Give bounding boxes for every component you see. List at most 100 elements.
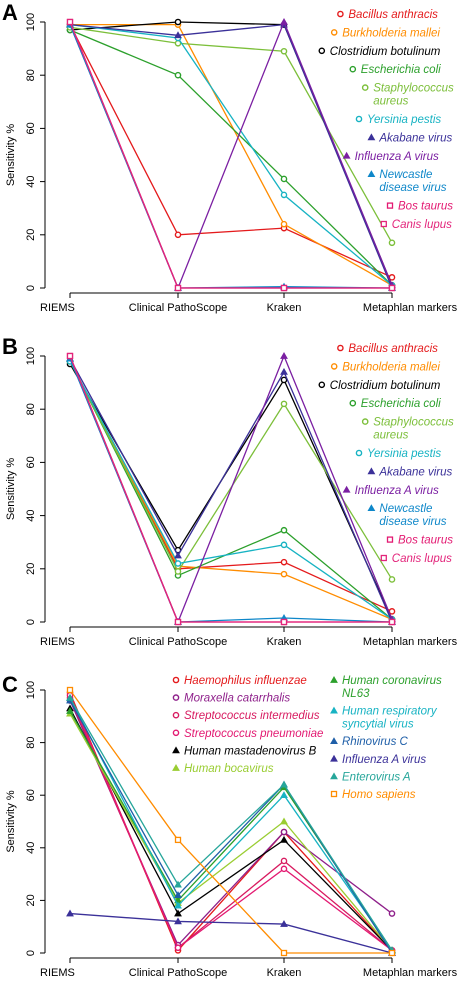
legend-marker	[367, 504, 376, 512]
legend-entry: Influenza A virus	[342, 485, 439, 497]
series-line	[69, 26, 393, 244]
data-point	[280, 175, 288, 183]
legend-label: Bacillus anthracis	[348, 9, 438, 21]
legend-label: Human coronavirus	[342, 675, 442, 687]
data-point	[280, 949, 288, 957]
legend-marker	[349, 65, 357, 73]
data-point	[280, 817, 288, 825]
data-point	[388, 618, 396, 626]
legend-entry: Moraxella catarrhalis	[172, 693, 290, 705]
x-tick-label: Clinical PathoScope	[129, 302, 227, 314]
legend-marker	[386, 202, 394, 209]
legend-label: Burkholderia mallei	[342, 361, 440, 373]
legend-marker	[342, 485, 351, 493]
data-point	[66, 352, 74, 360]
y-tick-label: 100	[25, 681, 37, 699]
data-point	[174, 901, 182, 909]
legend-entry: Bacillus anthracis	[337, 9, 438, 21]
x-tick-label: Metaphlan markers	[363, 636, 458, 648]
x-tick-label: Clinical PathoScope	[129, 636, 227, 648]
legend-label: Streptococcus pneumoniae	[184, 728, 323, 740]
data-point	[174, 71, 182, 79]
legend-marker	[330, 790, 338, 798]
legend-marker	[380, 220, 387, 228]
legend-entry: Akabane virus	[367, 466, 453, 478]
data-point	[280, 828, 288, 836]
series-homo-sapiens	[66, 686, 396, 957]
y-tick-label: 60	[25, 456, 37, 468]
y-tick-label: 40	[25, 509, 37, 521]
legend-marker	[386, 536, 394, 543]
legend-marker	[355, 115, 363, 123]
data-point	[174, 568, 182, 575]
legend-label: Influenza A virus	[342, 754, 426, 766]
x-tick-label: RIEMS	[40, 636, 75, 648]
x-tick-label: Clinical PathoScope	[129, 967, 227, 979]
data-point	[280, 191, 288, 199]
y-tick-label: 80	[25, 69, 37, 81]
data-point	[280, 351, 288, 359]
legend-label: Canis lupus	[392, 219, 452, 231]
legend-marker	[330, 754, 338, 762]
legend-marker	[380, 554, 387, 562]
legend-label: Human mastadenovirus B	[184, 745, 317, 757]
data-point	[174, 891, 182, 898]
legend-entry: Yersinia pestis	[355, 448, 441, 460]
data-point	[174, 231, 182, 239]
series-canis-lupus	[66, 18, 396, 292]
legend-entry: Human mastadenovirus B	[172, 745, 317, 757]
data-point	[388, 274, 396, 281]
y-tick-label: 100	[25, 347, 37, 365]
legend-marker	[337, 10, 344, 18]
legend-entry: Human bocavirus	[172, 763, 274, 775]
legend-label: Escherichia coli	[361, 398, 441, 410]
data-point	[280, 558, 288, 566]
legend-label: Newcastle	[379, 503, 432, 515]
data-point	[174, 880, 182, 888]
series-line	[69, 912, 393, 954]
y-tick-label: 80	[25, 736, 37, 748]
data-point	[280, 570, 288, 578]
panel-letter: B	[2, 334, 18, 359]
series-line	[69, 713, 393, 951]
data-point	[280, 835, 288, 843]
legend-marker	[367, 133, 376, 141]
data-point	[280, 376, 288, 384]
data-point	[174, 31, 182, 39]
legend-label: Clostridium botulinum	[330, 380, 441, 392]
legend-label: syncytial virus	[342, 719, 414, 731]
data-point	[280, 618, 288, 626]
legend-entry: Rhinovirus C	[330, 736, 409, 748]
legend-entry: Influenza A virus	[330, 754, 426, 766]
legend-label: Newcastle	[379, 169, 432, 181]
x-tick-label: Kraken	[267, 302, 302, 314]
y-axis-label: Sensitivity %	[5, 790, 17, 853]
legend-label: disease virus	[379, 182, 446, 194]
y-tick-label: 0	[25, 950, 37, 956]
panel-letter: C	[2, 672, 18, 697]
legend-label: Human respiratory	[342, 706, 438, 718]
series-line	[69, 23, 393, 289]
legend-entry: Enterovirus A	[330, 771, 411, 783]
legend-marker	[330, 737, 338, 745]
data-point	[174, 836, 182, 844]
series-bacillus-anthracis	[66, 358, 396, 615]
series-line	[69, 361, 393, 620]
data-point	[66, 693, 74, 701]
legend-marker	[342, 151, 351, 159]
series-line	[69, 24, 393, 278]
series-line	[69, 24, 393, 286]
data-point	[280, 220, 288, 228]
legend-label: Canis lupus	[392, 553, 452, 565]
panel-b: B 0 20 40 60 80 100 Sensitivity % RIEMS Clinical …	[2, 334, 458, 648]
legend-label: Haemophilus influenzae	[184, 675, 307, 687]
data-point	[280, 526, 288, 534]
legend-marker	[330, 772, 338, 780]
x-tick-label: Kraken	[267, 967, 302, 979]
legend-label: Bacillus anthracis	[348, 343, 438, 355]
series-line	[69, 358, 393, 623]
